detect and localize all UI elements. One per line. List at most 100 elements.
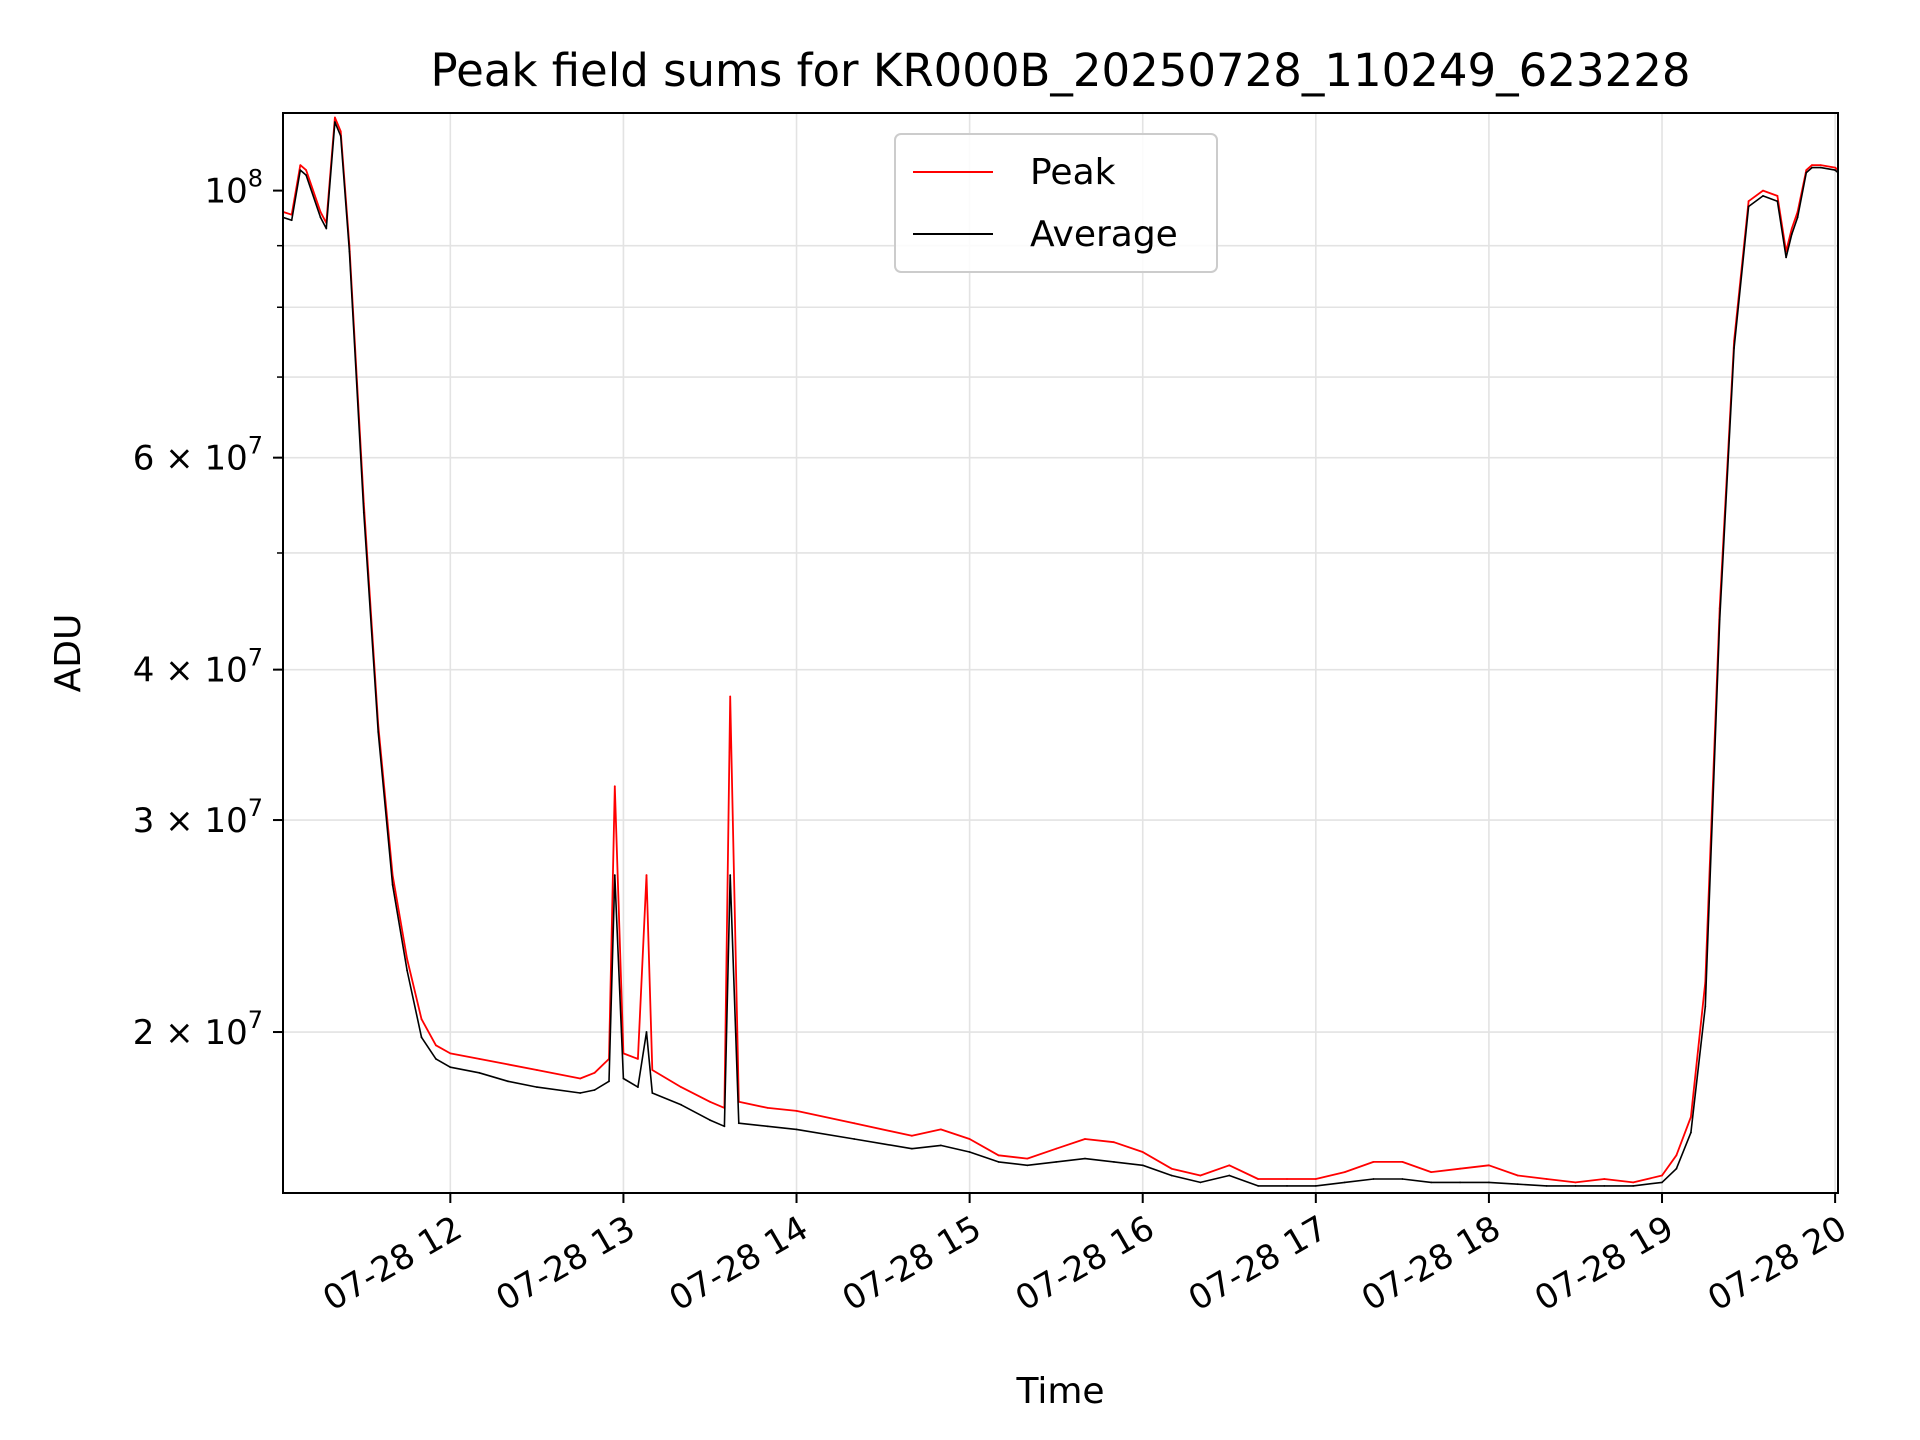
legend-box [894,133,1218,273]
data-point-average [339,135,342,137]
data-point-peak [1430,1171,1433,1173]
data-point-peak [1401,1161,1404,1163]
data-point-peak [637,1058,639,1060]
data-point-average [853,1138,856,1140]
data-point-average [1632,1185,1635,1187]
data-point-average [1704,1005,1707,1008]
data-point-peak [1762,189,1764,192]
data-point-average [651,1092,654,1094]
data-point-average [645,1031,648,1033]
data-point-peak [1084,1138,1086,1140]
x-tick-label: 07-28 15 [836,1208,988,1319]
data-point-average [723,1125,726,1128]
y-tick-label: 2 × 107 [133,1006,263,1053]
data-point-peak [1314,1178,1317,1180]
data-point-average [1603,1185,1606,1187]
data-point-average [1459,1181,1461,1184]
x-tick-label: 07-28 12 [316,1208,468,1319]
data-point-average [348,250,351,253]
data-point-average [1747,205,1750,208]
data-point-average [1113,1161,1115,1163]
grid [283,113,1838,1193]
data-point-average [1314,1185,1317,1187]
data-point-peak [299,164,302,167]
data-point-peak [1343,1171,1346,1173]
data-point-peak [334,116,336,119]
data-point-peak [1661,1174,1663,1177]
data-point-peak [1545,1178,1548,1180]
data-point-average [435,1058,437,1060]
series-line-average [283,121,1838,1187]
data-point-average [1762,195,1764,197]
data-point-peak [1488,1164,1490,1167]
data-point-average [1372,1178,1375,1180]
data-point-average [729,874,732,876]
data-point-average [939,1144,942,1147]
data-point-average [911,1147,913,1150]
data-point-average [637,1086,639,1088]
y-axis-ticks: 108 6 × 107 4 × 107 3 × 107 2 × 107 [133,165,283,1053]
data-point-peak [651,1069,654,1071]
data-point-average [1026,1164,1029,1167]
data-point-peak [911,1134,913,1137]
data-point-peak [1675,1154,1678,1157]
data-point-average [795,1128,798,1131]
data-point-average [968,1151,971,1153]
data-point-peak [1819,164,1822,167]
data-point-peak [449,1052,452,1055]
data-point-average [1811,166,1813,169]
data-point-average [1228,1174,1231,1177]
y-tick-label: 3 × 107 [133,794,263,841]
x-tick-label: 07-28 14 [663,1208,815,1319]
data-point-peak [1747,200,1750,203]
data-point-peak [1603,1178,1606,1180]
data-point-average [362,511,365,514]
data-point-peak [1141,1151,1144,1153]
data-point-peak [1790,227,1793,230]
x-tick-label: 07-28 18 [1355,1208,1507,1319]
series-layer [283,116,1838,1187]
data-point-average [1545,1185,1548,1187]
data-point-average [1805,171,1808,174]
data-point-average [766,1125,769,1128]
data-point-average [1776,200,1779,203]
data-point-peak [968,1138,971,1140]
data-point-average [709,1119,711,1121]
data-point-average [1690,1131,1692,1134]
data-point-peak [319,211,322,213]
data-point-average [1661,1181,1663,1184]
data-point-peak [645,874,648,876]
data-point-average [680,1103,682,1106]
data-point-average [1718,618,1721,621]
data-point-average [737,1122,740,1125]
data-point-average [1834,169,1836,172]
data-point-average [579,1092,582,1094]
data-point-peak [729,695,732,698]
y-tick-label: 4 × 107 [133,644,263,691]
data-point-peak [613,785,616,788]
data-point-average [1796,216,1799,219]
data-point-average [299,169,302,172]
x-tick-label: 07-28 16 [1009,1208,1161,1319]
data-point-peak [1690,1116,1692,1118]
x-tick-label: 07-28 19 [1528,1208,1680,1319]
data-point-average [997,1161,1000,1163]
data-point-peak [305,169,307,172]
data-point-average [608,1080,610,1083]
data-point-average [478,1071,481,1074]
data-point-average [1430,1181,1433,1184]
data-point-average [377,731,380,733]
x-tick-label: 07-28 17 [1182,1208,1334,1319]
x-axis-ticks: 07-28 12 07-28 13 07-28 14 07-28 15 07-28 16… [316,1193,1854,1319]
data-point-average [1574,1185,1577,1187]
data-point-average [449,1066,452,1069]
legend-label-peak: Peak [1030,152,1116,193]
data-point-average [1170,1174,1173,1177]
chart-title: Peak field sums for KR000B_20250728_1102… [431,44,1691,97]
data-point-average [406,969,408,972]
data-point-peak [766,1107,769,1109]
data-point-peak [939,1128,942,1131]
data-point-peak [1257,1178,1259,1180]
data-point-average [319,216,322,219]
